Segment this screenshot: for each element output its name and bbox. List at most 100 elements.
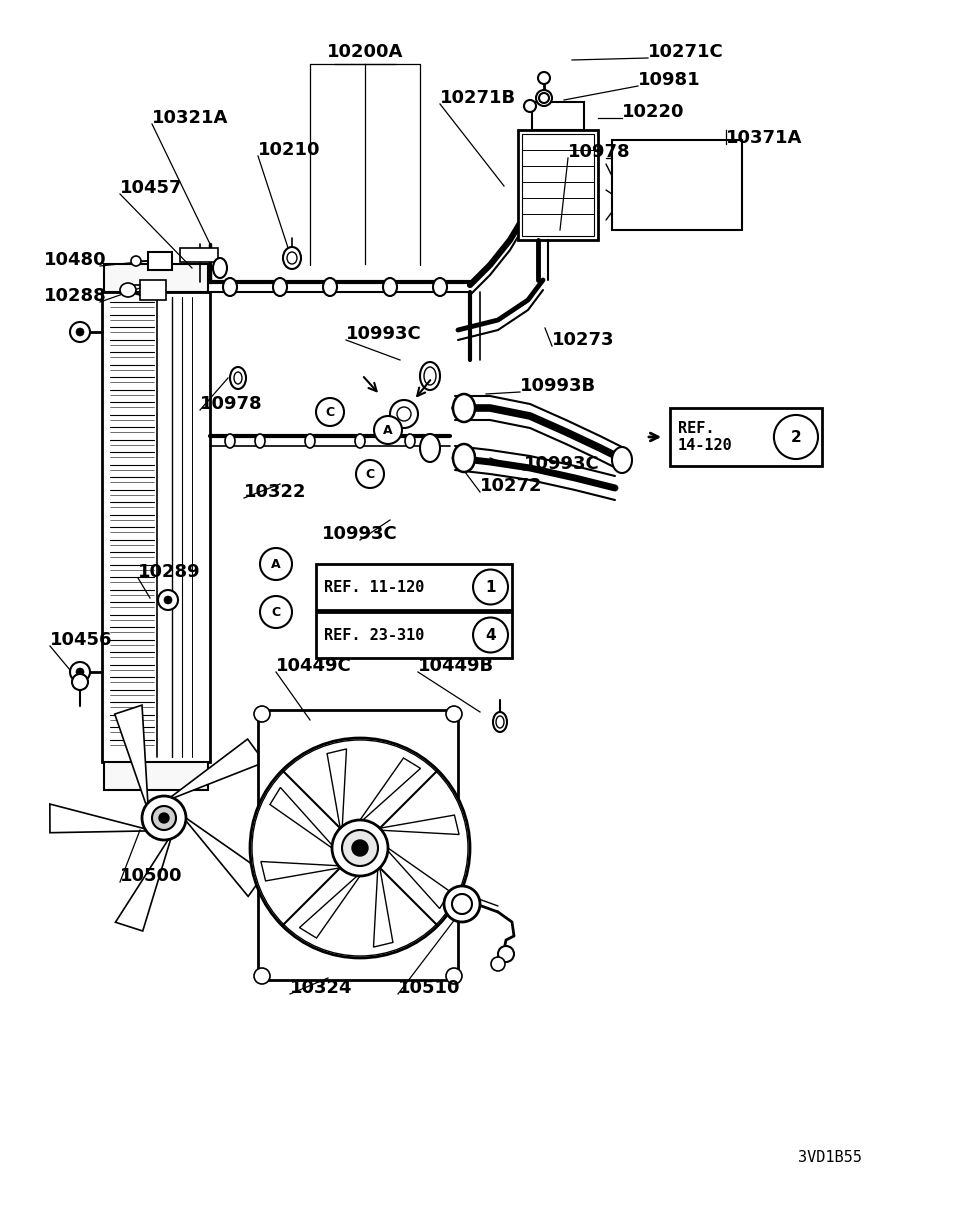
Text: 10449C: 10449C: [276, 657, 351, 675]
Circle shape: [260, 548, 292, 580]
Polygon shape: [261, 862, 340, 881]
Text: 10272: 10272: [480, 477, 542, 495]
Text: REF. 23-310: REF. 23-310: [324, 628, 424, 643]
Circle shape: [446, 968, 462, 984]
Bar: [316, 564, 512, 610]
Circle shape: [444, 886, 480, 922]
Text: 10457: 10457: [120, 179, 182, 197]
Circle shape: [342, 830, 378, 866]
Polygon shape: [270, 788, 332, 848]
Text: 10210: 10210: [258, 142, 321, 159]
Circle shape: [76, 668, 84, 676]
Text: 10288: 10288: [44, 287, 107, 305]
Ellipse shape: [539, 93, 549, 103]
Text: C: C: [325, 405, 335, 419]
Circle shape: [76, 328, 84, 336]
Text: 10271C: 10271C: [648, 44, 724, 60]
Text: 10321A: 10321A: [152, 109, 228, 127]
Text: REF. 11-120: REF. 11-120: [324, 580, 424, 594]
Circle shape: [390, 401, 418, 428]
Ellipse shape: [433, 278, 447, 296]
Text: 10289: 10289: [138, 563, 201, 581]
Ellipse shape: [355, 434, 365, 448]
Circle shape: [252, 741, 468, 956]
Text: A: A: [271, 558, 281, 570]
Circle shape: [159, 813, 169, 823]
Circle shape: [260, 597, 292, 628]
Text: 10993B: 10993B: [520, 378, 596, 394]
Ellipse shape: [213, 258, 227, 278]
Text: 3VD1B55: 3VD1B55: [798, 1151, 862, 1165]
Circle shape: [524, 100, 536, 113]
Circle shape: [158, 590, 178, 610]
Ellipse shape: [424, 367, 436, 385]
Ellipse shape: [453, 444, 475, 472]
Text: 10978: 10978: [200, 394, 263, 413]
Polygon shape: [380, 816, 459, 835]
Ellipse shape: [131, 257, 141, 266]
Ellipse shape: [612, 446, 632, 473]
Circle shape: [316, 398, 344, 426]
Circle shape: [491, 957, 505, 970]
Circle shape: [397, 407, 411, 421]
Circle shape: [374, 416, 402, 444]
Text: C: C: [366, 467, 374, 480]
Ellipse shape: [453, 394, 475, 422]
Circle shape: [70, 322, 90, 342]
Circle shape: [356, 460, 384, 488]
Text: 10993C: 10993C: [346, 325, 421, 342]
Circle shape: [774, 415, 818, 459]
Ellipse shape: [496, 716, 504, 728]
Polygon shape: [388, 848, 450, 909]
Circle shape: [142, 796, 186, 840]
Circle shape: [254, 968, 270, 984]
Text: 10322: 10322: [244, 483, 306, 501]
Circle shape: [332, 820, 388, 876]
Bar: [522, 134, 594, 236]
Circle shape: [72, 674, 88, 690]
Bar: [104, 762, 208, 790]
Ellipse shape: [287, 252, 297, 264]
Text: 10993C: 10993C: [524, 455, 600, 473]
Circle shape: [254, 705, 270, 722]
Text: 10500: 10500: [120, 868, 182, 885]
Ellipse shape: [120, 283, 136, 296]
Text: 1: 1: [485, 580, 495, 594]
Text: 10324: 10324: [290, 979, 352, 997]
Circle shape: [446, 705, 462, 722]
Ellipse shape: [323, 278, 337, 296]
Text: 10220: 10220: [622, 103, 684, 121]
Bar: [670, 408, 822, 466]
Polygon shape: [115, 705, 148, 805]
Circle shape: [70, 662, 90, 682]
Text: 4: 4: [485, 628, 495, 643]
Text: 10480: 10480: [44, 250, 107, 269]
Circle shape: [164, 597, 172, 604]
Polygon shape: [360, 757, 420, 820]
Ellipse shape: [493, 711, 507, 732]
Bar: [140, 280, 166, 300]
Text: 10978: 10978: [568, 143, 631, 161]
Ellipse shape: [255, 434, 265, 448]
Polygon shape: [115, 839, 171, 930]
Circle shape: [536, 90, 552, 106]
Bar: [148, 252, 172, 270]
Polygon shape: [327, 749, 347, 828]
Ellipse shape: [225, 434, 235, 448]
Bar: [518, 129, 598, 240]
Ellipse shape: [283, 247, 301, 269]
Circle shape: [498, 946, 514, 962]
Text: 10449B: 10449B: [418, 657, 494, 675]
Ellipse shape: [223, 278, 237, 296]
Circle shape: [152, 806, 176, 830]
Bar: [258, 710, 458, 980]
Polygon shape: [171, 739, 265, 799]
Text: 10271B: 10271B: [440, 90, 516, 106]
Text: 10510: 10510: [398, 979, 461, 997]
Text: 2: 2: [791, 430, 802, 444]
Ellipse shape: [273, 278, 287, 296]
Circle shape: [352, 840, 368, 855]
Polygon shape: [373, 868, 393, 947]
Bar: [532, 102, 584, 129]
Bar: [180, 248, 218, 263]
